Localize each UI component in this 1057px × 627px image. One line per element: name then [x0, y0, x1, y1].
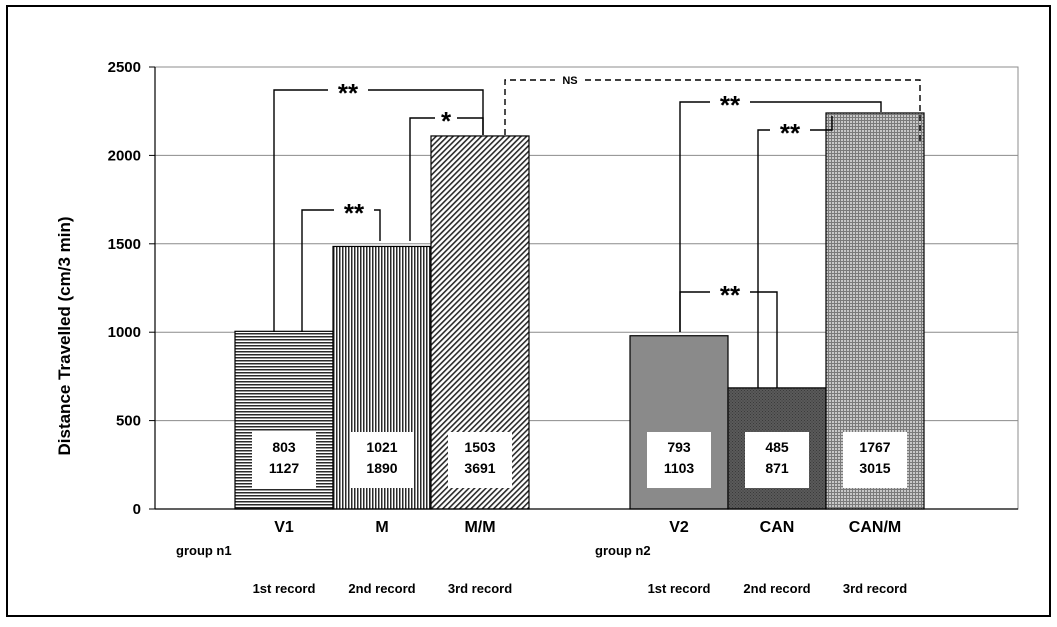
- value-box: [843, 432, 907, 488]
- significance-label: *: [441, 106, 452, 136]
- significance-bracket: [679, 291, 778, 388]
- value-box: [448, 432, 512, 488]
- record-label: 1st record: [253, 581, 316, 596]
- range-low-label: 793: [667, 439, 691, 455]
- significance-bracket: [504, 79, 921, 142]
- group-label: group n2: [595, 543, 651, 558]
- y-tick-label: 1500: [108, 236, 141, 253]
- value-box: [350, 432, 414, 488]
- significance-label: **: [338, 78, 359, 108]
- record-label: 2nd record: [743, 581, 810, 596]
- x-category-label: CAN/M: [849, 519, 901, 536]
- x-category-label: CAN: [760, 519, 795, 536]
- significance-brackets: *****NS******: [273, 75, 921, 388]
- y-tick-label: 1000: [108, 324, 141, 341]
- record-label: 3rd record: [448, 581, 512, 596]
- x-category-label: V2: [669, 519, 689, 536]
- value-box: [252, 432, 316, 488]
- range-high-label: 1103: [664, 460, 695, 476]
- y-axis-label: Distance Travelled (cm/3 min): [55, 216, 74, 455]
- range-high-label: 1127: [269, 460, 300, 476]
- range-high-label: 871: [765, 460, 789, 476]
- significance-label: **: [720, 90, 741, 120]
- y-tick-label: 2000: [108, 147, 141, 164]
- record-label: 3rd record: [843, 581, 907, 596]
- significance-bracket: [409, 117, 484, 241]
- value-box: [745, 432, 809, 488]
- figure-border: [6, 5, 1051, 617]
- range-high-label: 1890: [366, 460, 397, 476]
- significance-bracket: [301, 209, 381, 332]
- x-category-label: V1: [274, 519, 294, 536]
- y-tick-label: 500: [116, 413, 141, 430]
- significance-label: NS: [562, 75, 577, 87]
- significance-label: **: [344, 198, 365, 228]
- range-low-label: 803: [272, 439, 296, 455]
- y-tick-label: 0: [133, 501, 141, 518]
- range-low-label: 1503: [464, 439, 495, 455]
- bar-value-boxes: 803 1127 1021 1890 1503 3691 793 1103 485 871 1767…: [252, 432, 907, 488]
- significance-bracket: [757, 116, 833, 388]
- range-low-label: 1767: [859, 439, 890, 455]
- significance-bracket: [679, 101, 882, 332]
- y-tick-label: 2500: [108, 59, 141, 76]
- x-axis-categories: group n1 V1 1st record M 2nd record M/M 3rd re…: [176, 519, 907, 596]
- bars: [234, 112, 925, 510]
- x-category-label: M: [375, 519, 388, 536]
- range-low-label: 485: [765, 439, 789, 455]
- y-axis: 0 500 1000 1500 2000 2500: [108, 59, 1018, 518]
- group-label: group n1: [176, 543, 232, 558]
- record-label: 2nd record: [348, 581, 415, 596]
- range-high-label: 3015: [859, 460, 890, 476]
- record-label: 1st record: [648, 581, 711, 596]
- x-category-label: M/M: [464, 519, 495, 536]
- significance-label: **: [720, 280, 741, 310]
- value-box: [647, 432, 711, 488]
- range-high-label: 3691: [464, 460, 495, 476]
- significance-label: **: [780, 118, 801, 148]
- range-low-label: 1021: [366, 439, 397, 455]
